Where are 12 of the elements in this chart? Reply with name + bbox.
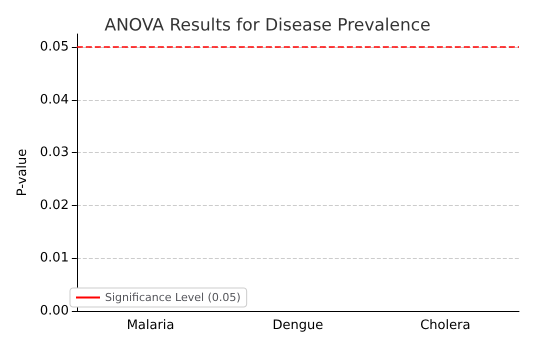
y-tick-label: 0.00 (40, 304, 69, 318)
x-tick-label: Dengue (272, 318, 324, 333)
y-tick-label: 0.02 (40, 198, 69, 213)
x-tick-label: Cholera (420, 318, 470, 333)
y-tick-label: 0.03 (40, 145, 69, 160)
legend-label: Significance Level (0.05) (105, 291, 241, 304)
chart-title: ANOVA Results for Disease Prevalence (104, 16, 431, 36)
y-tick-label: 0.04 (40, 92, 69, 108)
y-tick-label: 0.05 (40, 40, 69, 55)
y-axis-title: P-value (15, 148, 30, 196)
y-tick-label: 0.01 (40, 250, 69, 266)
x-tick-label: Malaria (126, 318, 174, 333)
